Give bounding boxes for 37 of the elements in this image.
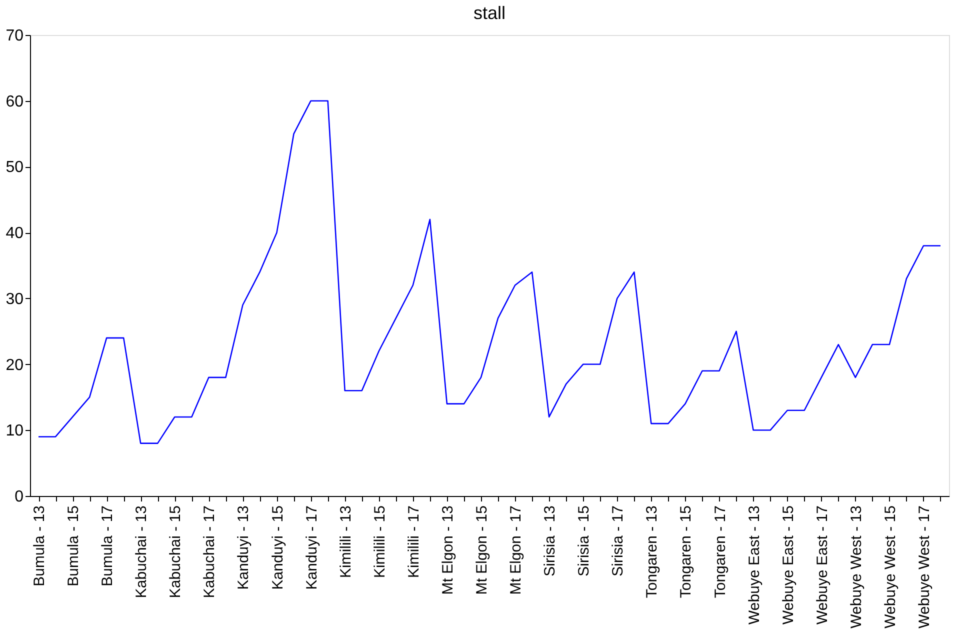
- y-tick-label: 20: [6, 356, 24, 374]
- x-tick-label: Webuye East - 13: [746, 506, 763, 624]
- x-tick-label: Kimilili - 13: [337, 506, 354, 578]
- x-tick-label: Kimilili - 15: [371, 506, 388, 578]
- x-tick-label: Webuye East - 15: [780, 506, 797, 624]
- x-tick-label: Kanduyi - 13: [235, 506, 252, 590]
- x-tick-label: Kabuchai - 17: [201, 506, 218, 598]
- y-tick-label: 50: [6, 159, 24, 176]
- y-tick-label: 70: [6, 28, 24, 44]
- x-tick-label: Webuye West - 15: [882, 506, 899, 628]
- chart-title: stall: [473, 3, 506, 23]
- line-series: [38, 100, 942, 444]
- x-tick-label: Sirisia - 13: [542, 506, 559, 576]
- y-tick-label: 10: [6, 422, 24, 440]
- x-tick-label: Kimilili - 17: [405, 506, 422, 578]
- x-tick-label: Mt Elgon - 17: [508, 506, 525, 595]
- x-tick-label: Kanduyi - 17: [303, 506, 320, 590]
- x-tick-label: Tongaren - 13: [644, 506, 661, 598]
- x-tick-label: Bumula - 17: [99, 506, 116, 586]
- x-tick-label: Bumula - 13: [31, 506, 48, 586]
- x-tick-label: Tongaren - 15: [678, 506, 695, 598]
- x-tick-label: Webuye East - 17: [814, 506, 831, 624]
- x-tick-label: Kabuchai - 13: [133, 506, 150, 598]
- x-tick-label: Mt Elgon - 13: [439, 506, 456, 595]
- x-tick-label: Mt Elgon - 15: [473, 506, 490, 595]
- y-tick-label: 60: [6, 93, 24, 110]
- x-tick-label: Webuye West - 13: [848, 506, 865, 628]
- y-tick-label: 0: [14, 488, 24, 506]
- x-tick-label: Webuye West - 17: [916, 506, 933, 628]
- y-tick-label: 30: [6, 290, 24, 308]
- y-tick-label: 40: [6, 225, 24, 242]
- x-tick-label: Kabuchai - 15: [167, 506, 184, 598]
- x-tick-label: Sirisia - 17: [610, 506, 627, 576]
- x-tick-label: Kanduyi - 15: [269, 506, 286, 590]
- x-tick-label: Tongaren - 17: [712, 506, 729, 598]
- x-tick-label: Sirisia - 15: [576, 506, 593, 576]
- x-tick-label: Bumula - 15: [65, 506, 82, 586]
